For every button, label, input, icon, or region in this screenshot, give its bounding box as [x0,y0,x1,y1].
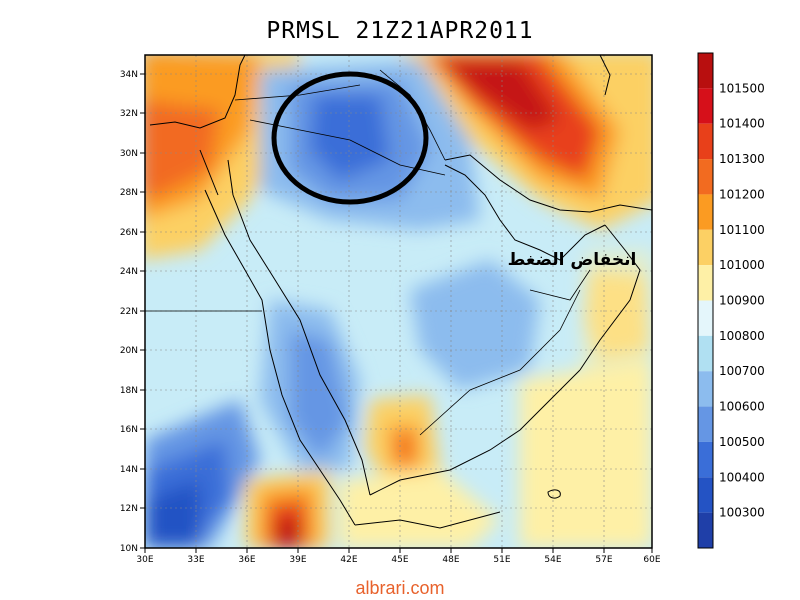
colorbar-swatch [698,194,713,230]
field-high-yemen-peak [396,435,412,460]
colorbar-label: 100400 [719,470,765,484]
pressure-field [145,55,652,548]
lon-ticks [144,548,653,553]
lon-label: 45E [391,555,408,565]
field-low-sw-min [145,480,200,548]
colorbar-label: 101400 [719,117,765,131]
colorbar-label: 100800 [719,329,765,343]
lat-label: 24N [120,267,138,277]
lon-label: 51E [493,555,510,565]
colorbar-swatch [698,477,713,513]
colorbar-label: 100700 [719,364,765,378]
colorbar-swatch [698,53,713,89]
colorbar-swatch [698,229,713,266]
lat-label: 28N [120,188,138,198]
map-title: PRMSL 21Z21APR2011 [266,18,534,44]
lat-label: 18N [120,386,138,396]
colorbar-swatch [698,88,713,124]
colorbar: 101500 101400 101300 101200 101100 101000 1009… [697,52,765,549]
lat-label: 14N [120,465,138,475]
colorbar-label: 101500 [719,81,765,95]
lon-label: 57E [595,555,612,565]
field-high-south-max [278,518,298,548]
colorbar-swatch [698,512,713,548]
colorbar-label: 101200 [719,187,765,201]
lat-label: 10N [120,544,138,554]
colorbar-swatch [698,335,713,372]
low-pressure-circle [271,71,429,205]
field-low-redsea-core [290,330,350,460]
grid [145,55,652,548]
colorbar-label: 100500 [719,435,765,449]
colorbar-label: 100600 [719,400,765,414]
lat-label: 12N [120,504,138,514]
colorbar-swatch [698,123,713,160]
colorbar-label: 101100 [719,223,765,237]
colorbar-swatch [698,300,713,336]
lon-label: 39E [289,555,306,565]
lat-label: 32N [120,109,138,119]
lon-label: 54E [544,555,561,565]
lat-label: 30N [120,149,138,159]
lon-label: 36E [238,555,255,565]
colorbar-label: 100300 [719,506,765,520]
lon-label: 60E [643,555,660,565]
colorbar-label: 100900 [719,294,765,308]
lon-labels: 30E 33E 36E 39E 42E 45E 48E 51E 54E 57E … [136,555,660,565]
lat-label: 34N [120,70,138,80]
site-footer: albrari.com [355,578,445,598]
coastlines [149,55,652,529]
colorbar-swatch [698,441,713,478]
field-low-north-min [310,95,390,180]
colorbar-swatch [698,406,713,442]
field-high-east [520,360,652,548]
colorbar-swatch [698,265,713,301]
lon-label: 42E [340,555,357,565]
field-high-ne-max [440,60,560,130]
lon-label: 33E [187,555,204,565]
lat-label: 20N [120,346,138,356]
plot-frame [144,54,653,549]
lon-label: 48E [442,555,459,565]
colorbar-frame [697,52,714,549]
low-pressure-annotation: انخفاض الضغط [508,250,637,270]
colorbar-swatch [698,371,713,407]
lon-label: 30E [136,555,153,565]
lat-label: 26N [120,228,138,238]
field-high-west-peak [145,100,220,200]
lat-labels: 34N 32N 30N 28N 26N 24N 22N 20N 18N 16N … [120,70,138,554]
lat-ticks [140,73,145,549]
field-high-oman-core [580,250,652,380]
field-low-central [410,260,540,390]
colorbar-label: 101000 [719,258,765,272]
lat-label: 22N [120,307,138,317]
colorbar-label: 101300 [719,152,765,166]
colorbar-swatch [698,159,713,195]
lat-label: 16N [120,425,138,435]
